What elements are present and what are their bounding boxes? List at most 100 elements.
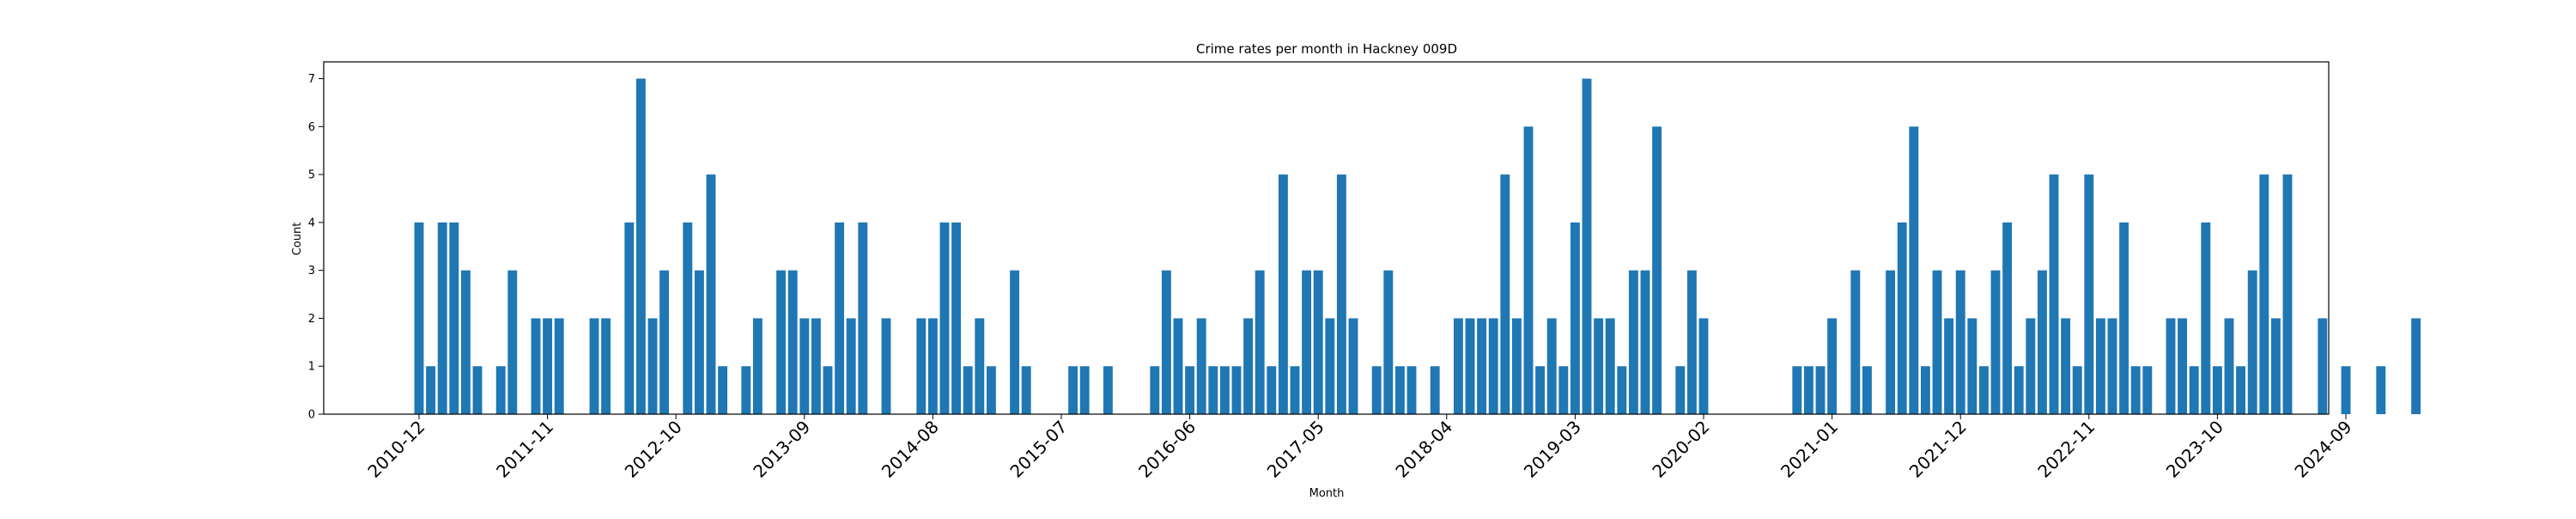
y-ticks: 0 1 2 3 4 5 6 7 xyxy=(308,73,324,422)
bar-2023-03 xyxy=(2130,366,2141,414)
bar-2013-02 xyxy=(718,366,728,414)
bar-2016-08 xyxy=(1208,366,1218,414)
bar-2019-03 xyxy=(1570,222,1580,414)
bar-2017-04 xyxy=(1302,270,1312,414)
bar-2016-11 xyxy=(1243,318,1254,414)
bar-2019-04 xyxy=(1582,78,1592,415)
bar-2017-08 xyxy=(1348,318,1358,414)
x-axis-label: Month xyxy=(1309,487,1345,500)
bar-2021-08 xyxy=(1909,126,1919,414)
bar-2013-09 xyxy=(799,318,810,414)
bar-2013-11 xyxy=(823,366,833,414)
bar-2015-03 xyxy=(1010,270,1020,414)
bar-2016-05 xyxy=(1173,318,1183,414)
bar-2011-11 xyxy=(543,318,553,414)
bar-2022-08 xyxy=(2049,174,2059,414)
bar-2022-03 xyxy=(1990,270,2001,414)
bar-2019-06 xyxy=(1605,318,1615,414)
y-tick-label: 7 xyxy=(308,73,315,86)
bar-2014-08 xyxy=(927,318,938,414)
bar-2013-08 xyxy=(787,270,798,414)
bar-2011-07 xyxy=(495,366,506,414)
bar-2011-08 xyxy=(507,270,518,414)
bar-2016-04 xyxy=(1161,270,1171,414)
bar-2017-03 xyxy=(1290,366,1300,414)
bar-2015-11 xyxy=(1103,366,1113,414)
bar-2013-05 xyxy=(752,318,762,414)
bar-2011-05 xyxy=(472,366,483,414)
bar-2017-06 xyxy=(1325,318,1335,414)
bar-2022-04 xyxy=(2002,222,2013,414)
bar-2012-04 xyxy=(601,318,611,414)
y-tick-label: 0 xyxy=(308,409,315,422)
bar-2023-09 xyxy=(2201,222,2211,414)
bar-2018-06 xyxy=(1465,318,1475,414)
bar-2015-08 xyxy=(1068,366,1078,414)
bar-2014-09 xyxy=(939,222,950,414)
bar-2022-09 xyxy=(2061,318,2071,414)
bar-2019-09 xyxy=(1640,270,1650,414)
bar-2022-02 xyxy=(1978,366,1989,414)
bar-2024-04 xyxy=(2282,174,2293,414)
y-tick-label: 3 xyxy=(308,265,315,278)
bar-2012-08 xyxy=(647,318,658,414)
bar-2012-11 xyxy=(683,222,693,414)
bar-2014-04 xyxy=(881,318,891,414)
y-tick-label: 5 xyxy=(308,169,315,182)
bar-2021-01 xyxy=(1827,318,1838,414)
bar-2019-08 xyxy=(1628,270,1638,414)
bar-2021-11 xyxy=(1944,318,1954,414)
bar-2015-04 xyxy=(1021,366,1031,414)
bar-2017-10 xyxy=(1371,366,1382,414)
bar-2012-06 xyxy=(624,222,635,414)
plot-frame xyxy=(323,61,2330,415)
bar-2020-10 xyxy=(1792,366,1802,414)
bar-2019-01 xyxy=(1546,318,1557,414)
bar-2016-12 xyxy=(1255,270,1265,414)
bar-2019-07 xyxy=(1617,366,1627,414)
bar-2017-05 xyxy=(1313,270,1323,414)
y-tick-label: 2 xyxy=(308,313,315,326)
bar-2022-05 xyxy=(2014,366,2024,414)
bar-2023-11 xyxy=(2224,318,2234,414)
bar-2021-10 xyxy=(1932,270,1942,414)
bar-2017-11 xyxy=(1383,270,1394,414)
bar-2021-07 xyxy=(1897,222,1907,414)
bar-2014-07 xyxy=(916,318,927,414)
bar-2024-03 xyxy=(2270,318,2281,414)
bar-2012-09 xyxy=(659,270,670,414)
bar-2024-07 xyxy=(2318,318,2328,414)
bar-2024-01 xyxy=(2247,270,2257,414)
bar-2012-12 xyxy=(694,270,704,414)
chart-title: Crime rates per month in Hackney 009D xyxy=(1196,41,1457,57)
bar-2025-03 xyxy=(2411,318,2421,414)
bar-2014-02 xyxy=(858,222,868,414)
bar-2013-07 xyxy=(776,270,787,414)
bar-2017-01 xyxy=(1267,366,1277,414)
y-axis-label: Count xyxy=(291,223,304,256)
bar-2016-09 xyxy=(1219,366,1230,414)
bar-2014-11 xyxy=(963,366,973,414)
bar-2020-11 xyxy=(1803,366,1814,414)
y-tick-label: 1 xyxy=(308,361,315,374)
bar-2010-12 xyxy=(414,222,424,414)
bar-2014-10 xyxy=(951,222,962,414)
bar-2014-12 xyxy=(975,318,985,414)
bar-2012-07 xyxy=(635,78,646,415)
bar-2017-07 xyxy=(1336,174,1346,414)
bar-2013-01 xyxy=(706,174,716,414)
bar-2016-03 xyxy=(1150,366,1160,414)
bar-2011-12 xyxy=(554,318,564,414)
bar-2024-02 xyxy=(2259,174,2269,414)
bar-2018-07 xyxy=(1477,318,1487,414)
bar-2018-01 xyxy=(1406,366,1417,414)
bar-2023-02 xyxy=(2119,222,2129,414)
bar-2012-03 xyxy=(589,318,599,414)
bar-2018-03 xyxy=(1430,366,1440,414)
bar-2018-05 xyxy=(1453,318,1463,414)
bar-2011-02 xyxy=(437,222,447,414)
bar-2022-01 xyxy=(1967,318,1978,414)
bar-2023-12 xyxy=(2236,366,2246,414)
